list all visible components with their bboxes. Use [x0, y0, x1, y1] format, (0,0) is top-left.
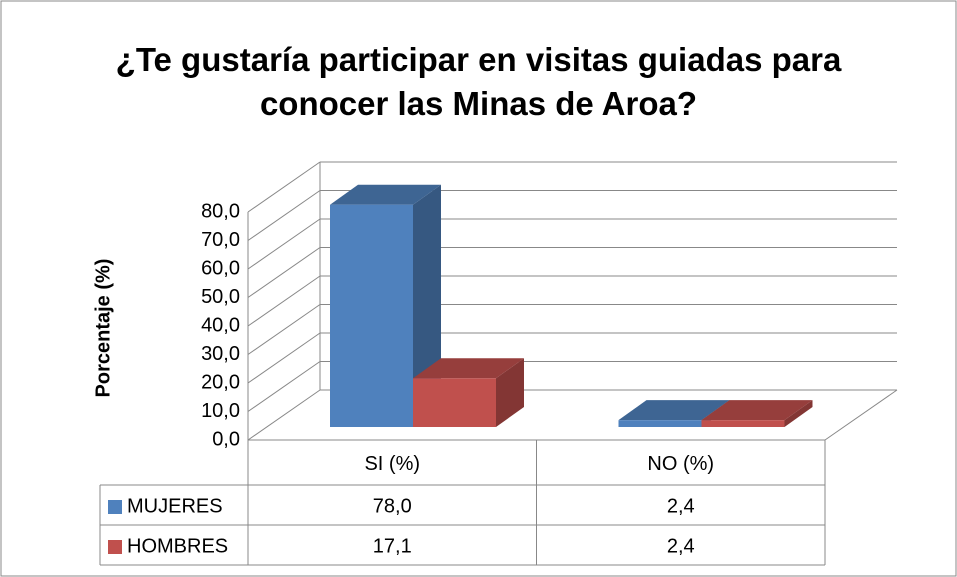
bar	[701, 420, 785, 427]
y-tick-label: 70,0	[201, 229, 240, 251]
y-tick-label: 60,0	[201, 257, 240, 279]
grid-line	[247, 218, 321, 270]
bar-top	[618, 400, 730, 421]
table-value: 78,0	[373, 495, 412, 517]
legend-swatch	[108, 500, 122, 514]
grid-line	[247, 247, 321, 298]
legend-label: MUJERES	[127, 495, 223, 517]
y-tick-label: 40,0	[201, 314, 240, 336]
y-axis-label: Porcentaje (%)	[92, 259, 114, 398]
bar	[618, 420, 702, 427]
y-tick-label: 30,0	[201, 343, 240, 365]
y-tick-label: 80,0	[201, 200, 240, 222]
table-value: 17,1	[373, 535, 412, 557]
grid-line	[247, 161, 321, 213]
chart-title: ¿Te gustaría participar en visitas guiad…	[115, 41, 842, 122]
grid-line	[247, 190, 321, 241]
grid-line	[247, 361, 321, 412]
grid-line	[247, 275, 321, 327]
bar	[330, 204, 413, 427]
legend-label: HOMBRES	[127, 535, 228, 557]
table-value: 2,4	[667, 535, 695, 557]
y-tick-label: 20,0	[201, 371, 240, 393]
y-tick-label: 50,0	[201, 286, 240, 308]
y-tick-label: 10,0	[201, 400, 240, 422]
legend-swatch	[108, 540, 122, 554]
x-tick-label: NO (%)	[647, 453, 714, 475]
bar-top	[701, 400, 813, 421]
floor-edge	[824, 389, 898, 441]
grid-line	[247, 332, 321, 384]
table-value: 2,4	[667, 495, 695, 517]
grid-line	[247, 304, 321, 355]
bar-top	[330, 184, 441, 205]
grid-line	[247, 389, 321, 441]
bar-top	[413, 358, 524, 379]
y-tick-label: 0,0	[212, 428, 240, 450]
x-tick-label: SI (%)	[364, 453, 420, 475]
bar-side	[784, 400, 813, 427]
bar	[413, 378, 496, 427]
bar-side	[496, 358, 524, 427]
